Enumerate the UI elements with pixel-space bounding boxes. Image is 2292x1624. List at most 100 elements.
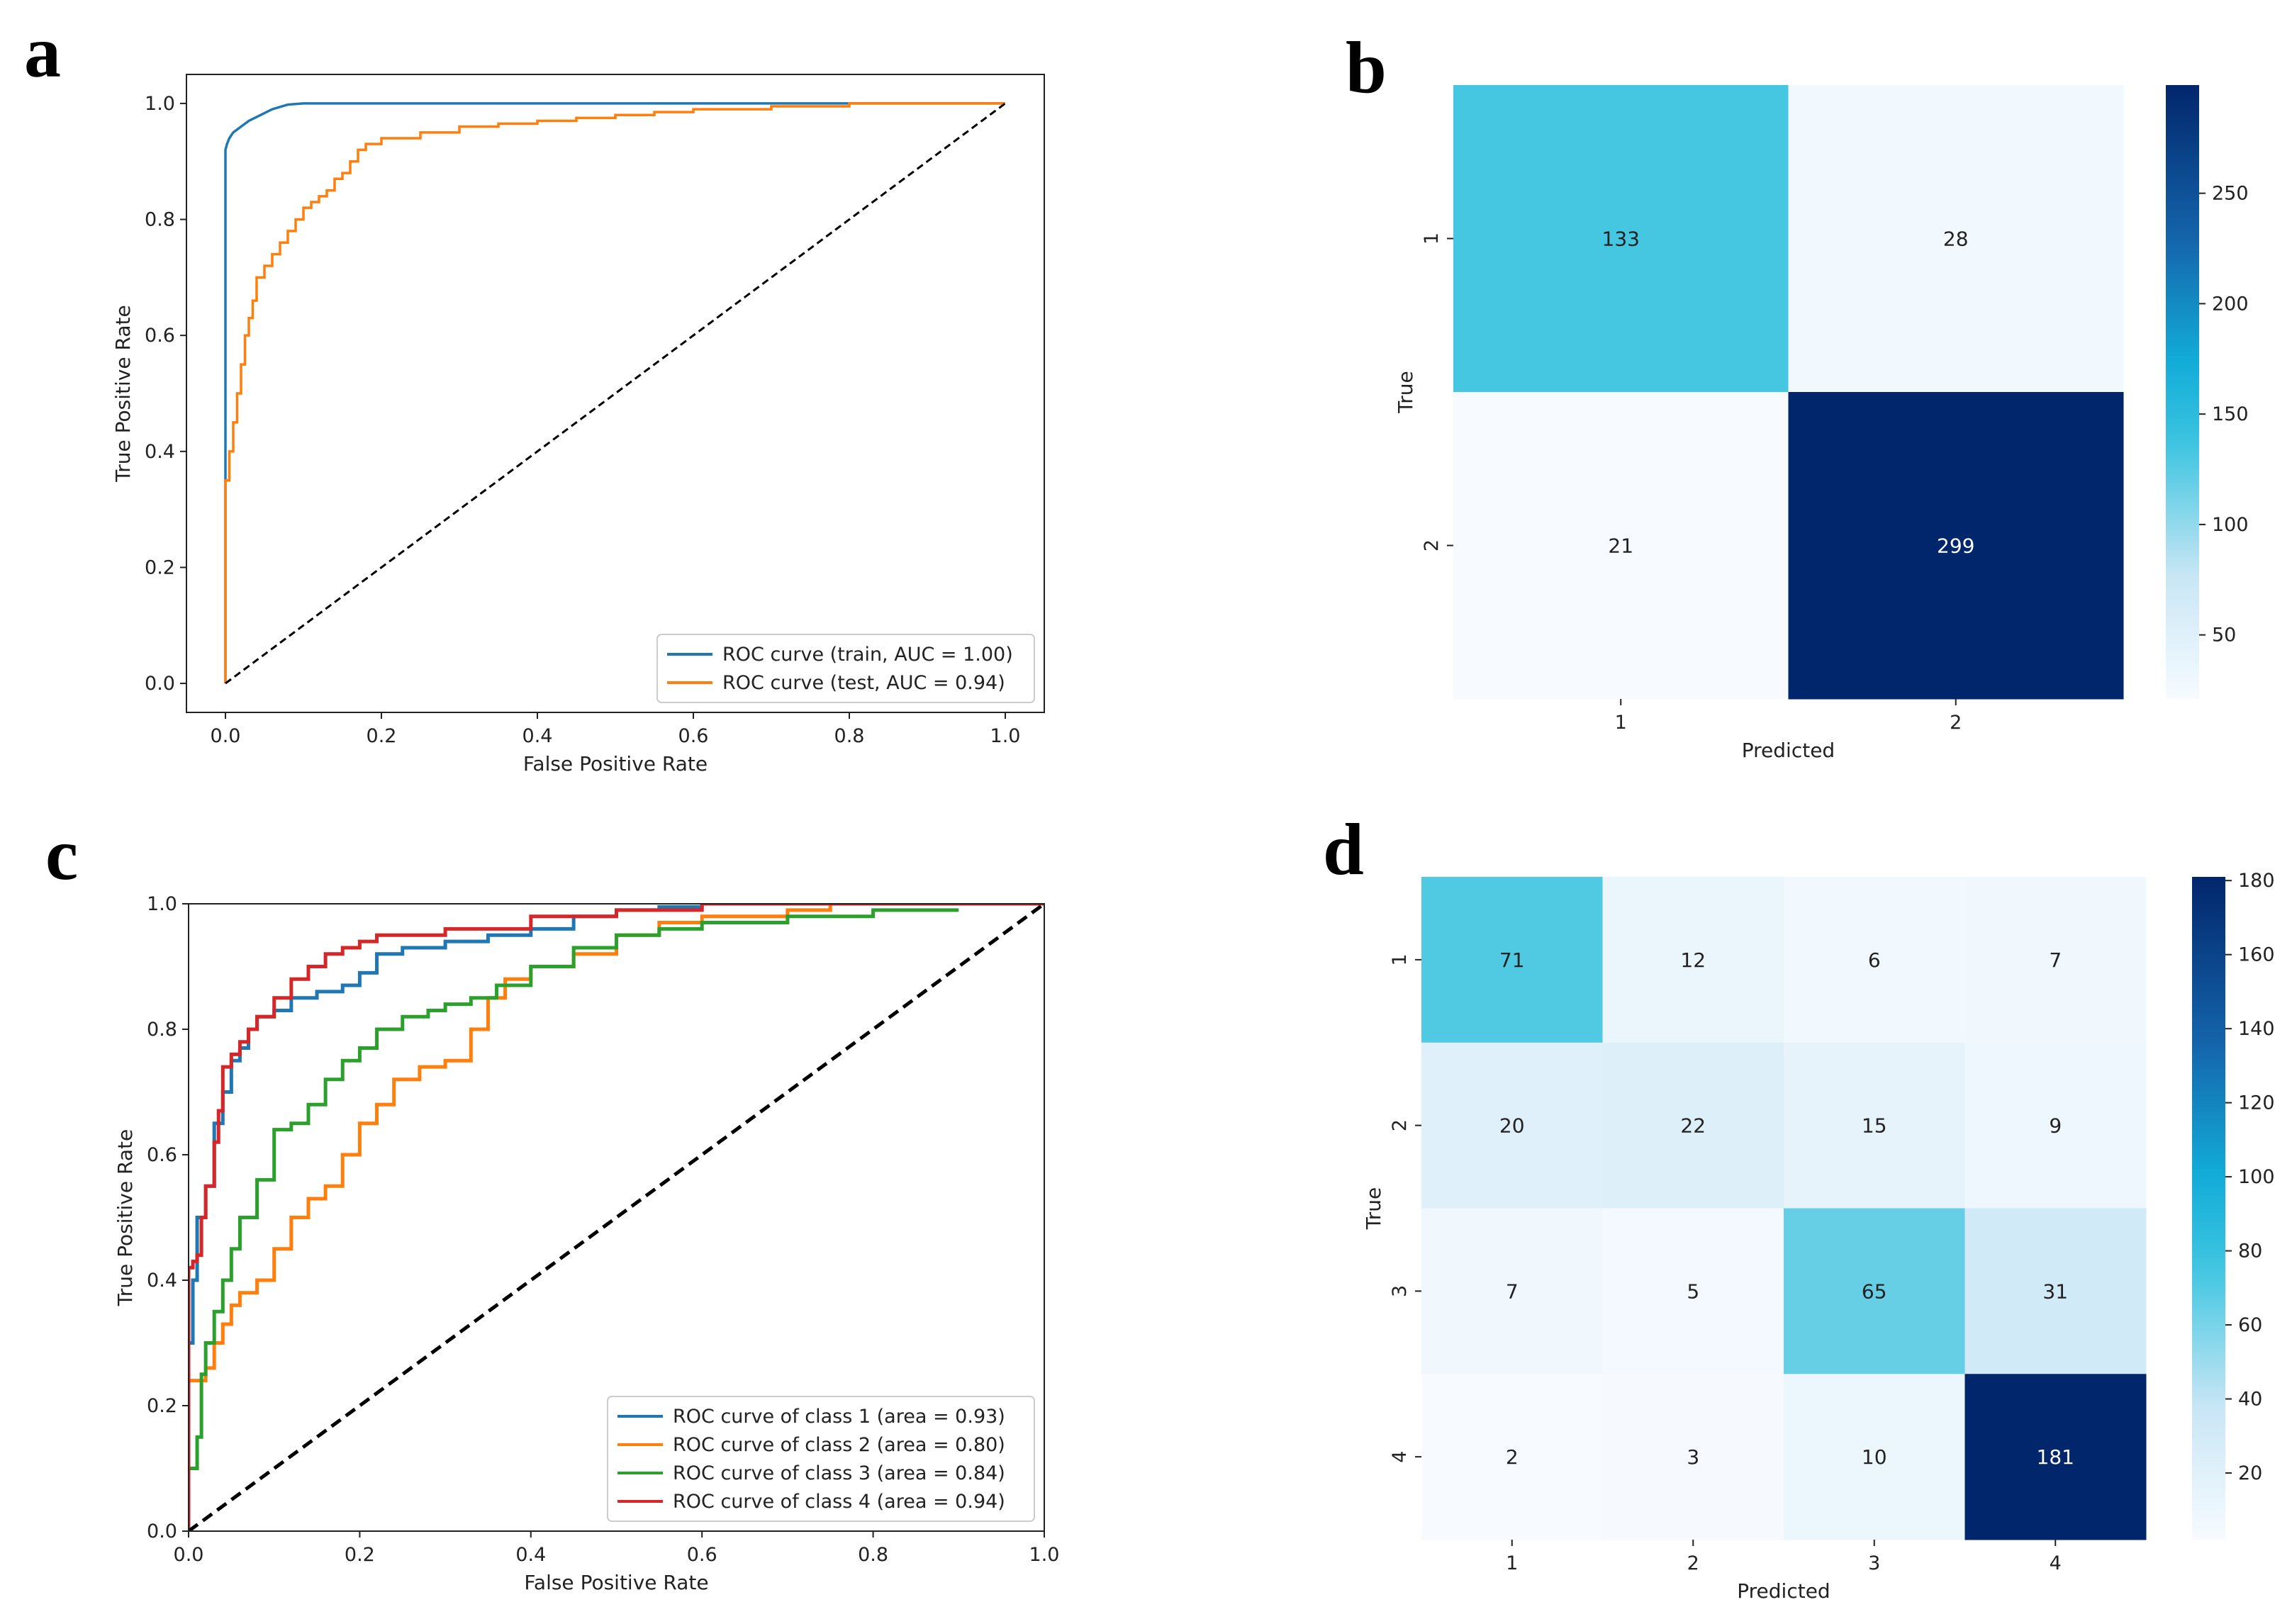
- heatmap-cell: [1421, 877, 1603, 1043]
- colorbar: [2166, 85, 2199, 699]
- y-tick-label: 4: [1389, 1451, 1411, 1463]
- cell-value: 5: [1687, 1279, 1699, 1303]
- colorbar-tick-label: 100: [2238, 1166, 2275, 1188]
- y-axis-label: True: [1394, 371, 1417, 413]
- y-tick-label: 0.4: [147, 1270, 177, 1292]
- cell-value: 22: [1680, 1114, 1706, 1138]
- x-tick-label: 2: [1687, 1552, 1699, 1574]
- heatmap-cell: [1453, 392, 1789, 700]
- y-axis-label: True Positive Rate: [111, 305, 135, 482]
- colorbar-tick-label: 20: [2238, 1462, 2262, 1484]
- heatmap-cell: [1453, 85, 1789, 393]
- colorbar-tick-label: 50: [2212, 625, 2236, 646]
- colorbar-tick-label: 160: [2238, 944, 2275, 966]
- legend-box: [656, 634, 1035, 703]
- heatmap-cell: [1784, 1208, 1965, 1374]
- plot-frame: [186, 74, 1045, 713]
- x-tick-label: 4: [2050, 1552, 2062, 1574]
- x-tick-label: 0.8: [834, 725, 865, 747]
- x-tick-label: 0.8: [858, 1544, 888, 1566]
- heatmap-cell: [1788, 392, 2124, 700]
- y-tick-label: 1.0: [147, 893, 177, 915]
- colorbar-tick-label: 150: [2212, 403, 2249, 425]
- y-tick-label: 0.2: [147, 1395, 177, 1417]
- heatmap-cell: [1964, 1208, 2147, 1374]
- series-line-1: [224, 102, 1005, 684]
- cell-value: 7: [2049, 948, 2062, 972]
- colorbar-tick-label: 250: [2212, 183, 2249, 205]
- roc-chart-multiclass: 0.0 0.2 0.4 0.6 0.8 1.0 0.0 0.2 0.4 0.6 0.8 1.0 Fals…: [113, 893, 1059, 1594]
- x-axis-label: False Positive Rate: [524, 1571, 708, 1594]
- legend-entry: ROC curve of class 4 (area = 0.94): [673, 1491, 1005, 1513]
- y-axis-label: True Positive Rate: [113, 1129, 137, 1306]
- y-tick-label: 0.6: [145, 325, 175, 347]
- cell-value: 181: [2037, 1445, 2074, 1469]
- x-tick-label: 0.0: [174, 1544, 204, 1566]
- y-tick-label: 3: [1389, 1285, 1411, 1297]
- panel-label-c: c: [45, 814, 78, 895]
- x-tick-label: 1.0: [1029, 1544, 1060, 1566]
- colorbar-tick-label: 40: [2238, 1389, 2262, 1411]
- heatmap-cell: [1784, 877, 1965, 1043]
- x-tick-label: 1: [1615, 712, 1627, 734]
- heatmap-cell: [1421, 1374, 1603, 1540]
- x-tick-label: 0.6: [687, 1544, 717, 1566]
- x-tick-label: 0.2: [345, 1544, 375, 1566]
- x-axis-label: False Positive Rate: [523, 752, 708, 775]
- y-tick-label: 1: [1389, 953, 1411, 965]
- roc-chart-binary: 0.0 0.2 0.4 0.6 0.8 1.0 0.0 0.2 0.4 0.6 0.8 1.0 Fals…: [111, 74, 1045, 775]
- panel-label-d: d: [1323, 809, 1364, 890]
- colorbar-tick-label: 180: [2238, 870, 2275, 892]
- heatmap-cell: [1784, 1374, 1965, 1540]
- y-tick-label: 0.0: [147, 1521, 177, 1542]
- colorbar-tick-label: 140: [2238, 1018, 2275, 1040]
- cell-value: 7: [1506, 1279, 1519, 1303]
- cell-value: 21: [1608, 534, 1633, 558]
- heatmap-cell: [1421, 1208, 1603, 1374]
- heatmap-cell: [1602, 1042, 1784, 1209]
- chance-diagonal-line: [225, 102, 1006, 685]
- legend-box: [607, 1396, 1035, 1522]
- y-tick-label: 0.2: [145, 556, 175, 578]
- x-tick-label: 2: [1950, 712, 1962, 734]
- y-tick-label: 0.8: [145, 209, 175, 231]
- y-tick-label: 1: [1421, 233, 1443, 245]
- legend-entry: ROC curve of class 2 (area = 0.80): [673, 1434, 1005, 1456]
- colorbar-tick-label: 60: [2238, 1314, 2262, 1336]
- x-axis-label: Predicted: [1742, 739, 1835, 762]
- cell-value: 31: [2042, 1279, 2068, 1303]
- y-tick-label: 0.4: [145, 441, 175, 463]
- legend-entry: ROC curve of class 1 (area = 0.93): [673, 1406, 1005, 1428]
- y-tick-label: 0.8: [147, 1019, 177, 1041]
- cell-value: 15: [1862, 1114, 1887, 1138]
- series-line-2: [224, 102, 1005, 684]
- cell-value: 9: [2049, 1114, 2062, 1138]
- legend-entry: ROC curve (test, AUC = 0.94): [722, 672, 1005, 694]
- legend-entry: ROC curve of class 3 (area = 0.84): [673, 1462, 1005, 1484]
- y-tick-label: 0.0: [145, 673, 175, 695]
- colorbar-tick-label: 100: [2212, 514, 2249, 536]
- plot-frame: [188, 903, 1045, 1532]
- y-tick-label: 2: [1421, 539, 1443, 551]
- cell-value: 20: [1499, 1114, 1525, 1138]
- series-line-3: [189, 908, 959, 1531]
- cell-value: 3: [1687, 1445, 1699, 1469]
- heatmap-cell: [1964, 877, 2147, 1043]
- y-tick-label: 2: [1389, 1119, 1411, 1131]
- heatmap-cell: [1602, 1374, 1784, 1540]
- colorbar: [2192, 877, 2225, 1540]
- y-axis-label: True: [1362, 1187, 1385, 1230]
- heatmap-cell: [1784, 1042, 1965, 1209]
- legend-entry: ROC curve (train, AUC = 1.00): [722, 644, 1013, 666]
- x-tick-label: 0.0: [211, 725, 241, 747]
- heatmap-cell: [1602, 1208, 1784, 1374]
- cell-value: 28: [1943, 228, 1969, 251]
- panel-label-a: a: [24, 11, 61, 93]
- x-tick-label: 0.4: [522, 725, 553, 747]
- y-tick-label: 0.6: [147, 1144, 177, 1166]
- heatmap-cell: [1602, 877, 1784, 1043]
- x-tick-label: 3: [1868, 1552, 1880, 1574]
- x-tick-label: 1.0: [990, 725, 1021, 747]
- panel-label-b: b: [1346, 27, 1387, 108]
